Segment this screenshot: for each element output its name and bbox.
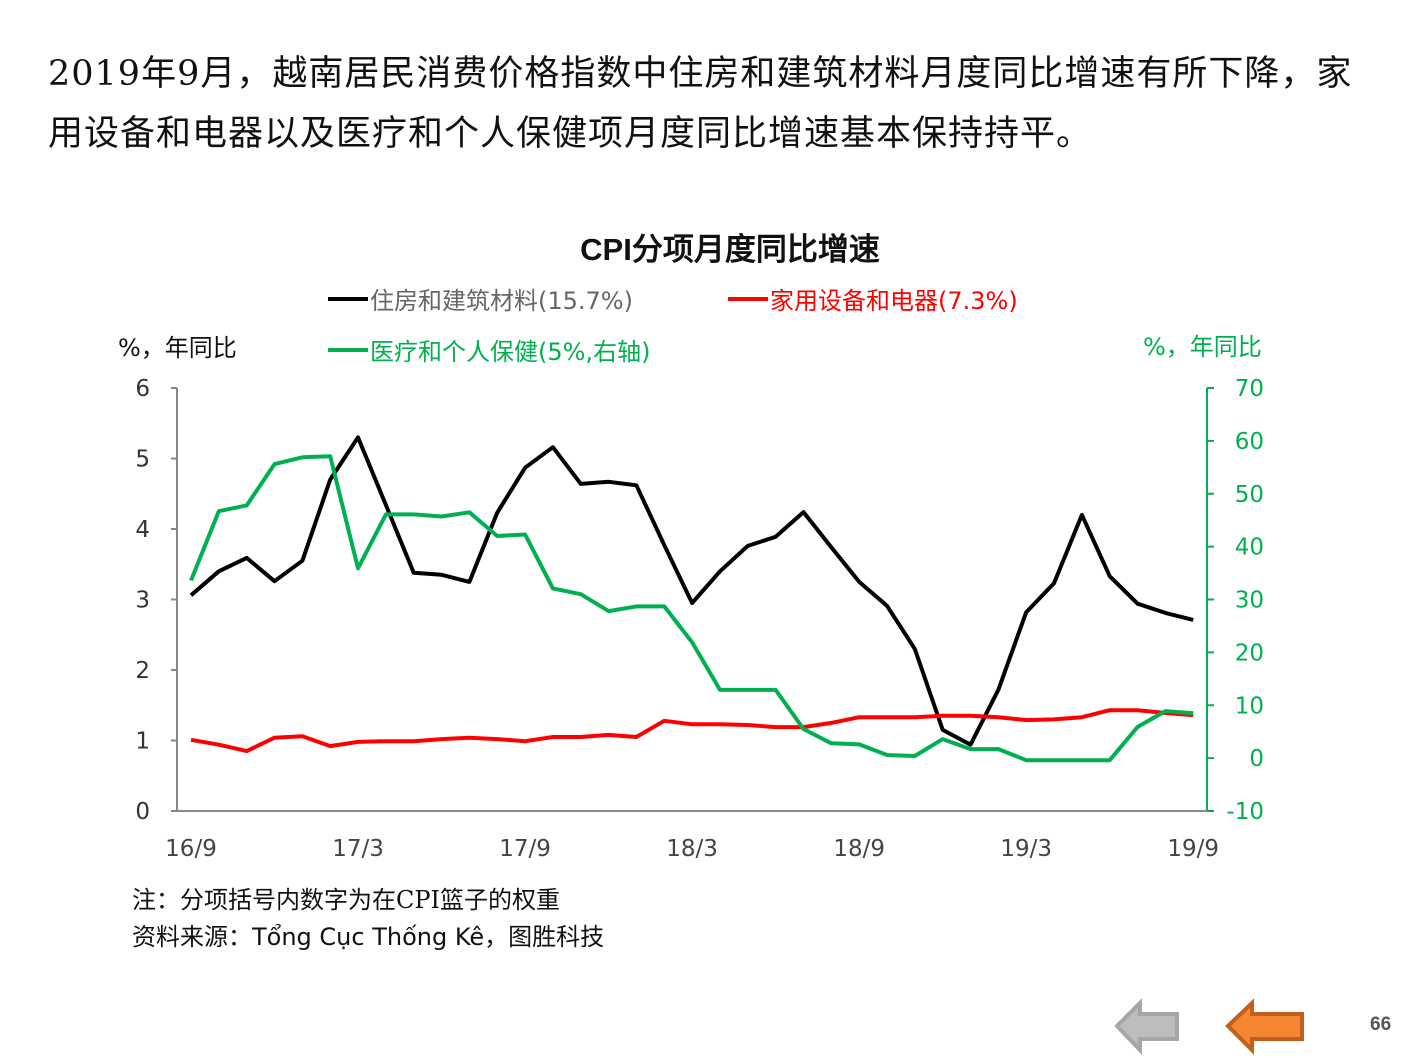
legend-item-healthcare: 医疗和个人保健(5%,右轴) (328, 332, 650, 367)
left-tick-label: 3 (135, 588, 150, 614)
x-tick-label: 19/9 (1167, 836, 1219, 862)
right-tick-label: -10 (1226, 799, 1264, 825)
page-number: 66 (1370, 1014, 1392, 1035)
legend-label: 医疗和个人保健(5%,右轴) (370, 338, 651, 366)
right-tick-label: 50 (1235, 482, 1264, 508)
legend-item-housing: 住房和建筑材料(15.7%) (328, 281, 633, 316)
right-tick-label: 70 (1235, 376, 1264, 402)
x-tick-label: 18/3 (666, 836, 718, 862)
right-tick-label: 30 (1235, 588, 1264, 614)
right-axis-unit: %，年同比 (1143, 333, 1262, 361)
legend-swatch (728, 296, 768, 301)
legend-label: 家用设备和电器(7.3%) (770, 287, 1018, 315)
left-axis-unit: %，年同比 (118, 334, 237, 362)
legend-item-appliances: 家用设备和电器(7.3%) (728, 281, 1018, 316)
right-tick-label: 0 (1249, 746, 1264, 772)
series-line-0 (189, 435, 1194, 747)
left-tick-label: 0 (135, 799, 150, 825)
right-tick-label: 10 (1235, 693, 1264, 719)
x-tick-label: 16/9 (165, 836, 217, 862)
legend-label: 住房和建筑材料(15.7%) (370, 287, 633, 315)
chart-source: 资料来源：Tổng Cục Thống Kê，图胜科技 (132, 923, 605, 951)
chart-title: CPI分项月度同比增速 (580, 232, 880, 267)
previous-arrow-icon[interactable] (1114, 998, 1179, 1055)
left-tick-label: 2 (135, 658, 150, 684)
left-tick-label: 5 (135, 447, 150, 473)
x-tick-label: 18/9 (833, 836, 885, 862)
headline: 2019年9月，越南居民消费价格指数中住房和建筑材料月度同比增速有所下降，家用设… (48, 54, 1353, 154)
right-tick-label: 20 (1235, 640, 1264, 666)
right-tick-label: 60 (1235, 429, 1264, 455)
left-tick-label: 1 (135, 729, 150, 755)
legend-swatch (328, 347, 368, 352)
series-line-2 (189, 454, 1194, 763)
chart-note: 注：分项括号内数字为在CPI篮子的权重 (132, 886, 560, 914)
left-tick-label: 6 (135, 376, 150, 402)
series-line-1 (190, 708, 1194, 754)
left-tick-label: 4 (135, 517, 150, 543)
next-arrow-icon[interactable] (1225, 998, 1304, 1055)
legend-swatch (328, 296, 368, 301)
x-tick-label: 17/3 (332, 836, 384, 862)
right-tick-label: 40 (1235, 535, 1264, 561)
x-tick-label: 19/3 (1000, 836, 1052, 862)
x-tick-label: 17/9 (499, 836, 551, 862)
